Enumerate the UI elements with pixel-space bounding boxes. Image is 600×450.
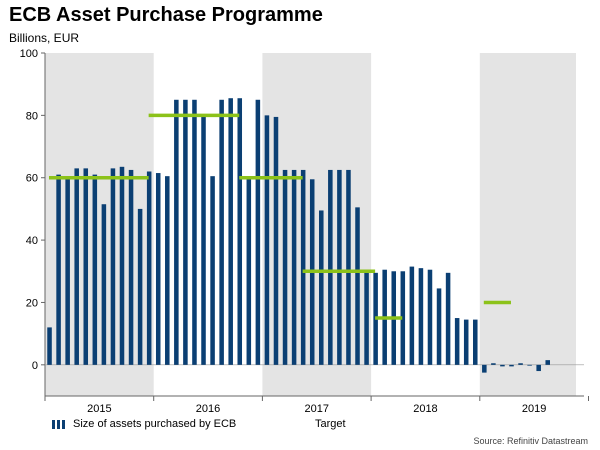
- bar: [155, 173, 161, 365]
- bar: [545, 360, 551, 365]
- bar: [47, 327, 52, 365]
- bar: [228, 98, 233, 365]
- year-band-2017: [262, 53, 372, 396]
- bar: [246, 176, 252, 365]
- bar: [56, 174, 61, 365]
- bar: [355, 207, 360, 365]
- year-band-2019: [479, 53, 576, 396]
- bar: [473, 319, 478, 365]
- legend-bars-swatch: [52, 419, 65, 429]
- bar: [328, 169, 333, 365]
- bar: [527, 364, 532, 366]
- y-tick-label: 100: [20, 48, 38, 60]
- bar: [482, 364, 487, 373]
- bar: [137, 208, 143, 365]
- bar: [255, 99, 261, 365]
- bar: [110, 168, 116, 365]
- bar: [364, 271, 369, 365]
- bar: [337, 169, 342, 365]
- y-tick-label: 60: [26, 173, 38, 185]
- bar: [237, 98, 243, 365]
- x-tick-label: 2018: [413, 403, 437, 415]
- y-tick-label: 80: [26, 110, 38, 122]
- y-axis-unit-label: Billions, EUR: [9, 31, 80, 45]
- bar: [174, 99, 179, 365]
- x-tick-label: 2016: [196, 403, 220, 415]
- bar: [427, 269, 433, 365]
- bar: [500, 364, 505, 367]
- bar: [436, 288, 442, 365]
- bar: [509, 364, 514, 367]
- bar: [346, 169, 351, 365]
- bar: [183, 99, 188, 365]
- bar: [83, 168, 89, 365]
- bar: [92, 174, 98, 365]
- bar: [400, 271, 406, 365]
- x-tick-label: 2015: [87, 403, 111, 415]
- bar: [192, 99, 197, 365]
- x-tick-label: 2019: [522, 403, 546, 415]
- bar: [119, 166, 125, 365]
- bar: [518, 363, 523, 365]
- bar: [128, 169, 134, 365]
- bar: [264, 115, 270, 365]
- bar: [101, 204, 107, 365]
- bar: [146, 171, 152, 365]
- bar: [418, 268, 424, 365]
- bar: [454, 318, 460, 365]
- bar: [291, 169, 297, 365]
- x-tick-label: 2017: [305, 403, 329, 415]
- chart-title: ECB Asset Purchase Programme: [9, 4, 323, 26]
- bar: [273, 116, 279, 365]
- y-tick-label: 20: [26, 297, 38, 309]
- bar: [282, 169, 288, 365]
- legend-bars-label: Size of assets purchased by ECB: [73, 418, 237, 430]
- bar: [463, 319, 469, 365]
- bar: [210, 176, 215, 365]
- bar: [300, 169, 306, 365]
- bar: [319, 210, 324, 365]
- legend-bars: Size of assets purchased by ECB: [52, 418, 236, 430]
- bar: [445, 272, 451, 365]
- legend-target-label: Target: [315, 418, 346, 430]
- bar: [536, 364, 541, 372]
- bar: [65, 177, 70, 365]
- bar: [165, 176, 170, 365]
- bar: [74, 168, 79, 365]
- y-tick-label: 40: [26, 235, 38, 247]
- bar: [409, 266, 415, 365]
- source-note: Source: Refinitiv Datastream: [473, 436, 588, 446]
- bar: [491, 363, 496, 365]
- y-tick-label: 0: [32, 360, 38, 372]
- bar: [219, 99, 224, 365]
- bar: [201, 115, 206, 365]
- year-band-2015: [45, 53, 154, 396]
